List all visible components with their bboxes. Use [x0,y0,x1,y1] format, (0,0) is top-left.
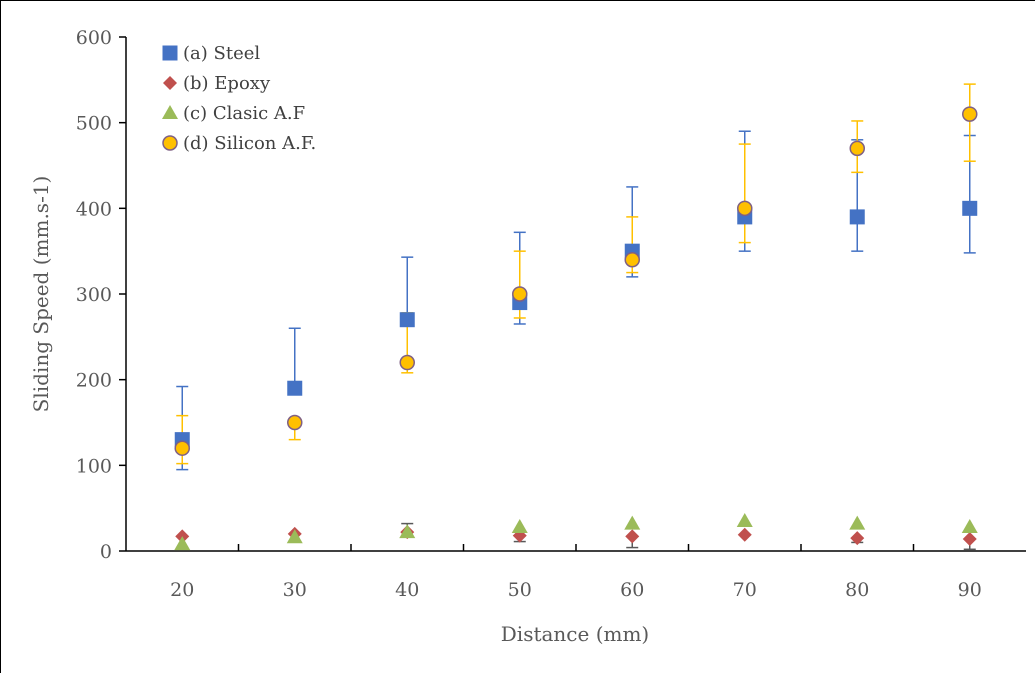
legend-label: (b) Epoxy [183,73,271,94]
data-point [287,380,303,396]
data-point [174,536,191,551]
data-point [624,515,641,530]
y-tick-label: 200 [76,370,112,392]
data-point [962,532,977,547]
data-point [174,440,190,456]
legend-label: (c) Clasic A.F [183,103,305,124]
x-axis-title: Distance (mm) [501,622,649,646]
data-point [737,527,752,542]
x-tick-label: 80 [845,579,869,601]
error-bars [176,83,976,551]
data-point [287,414,303,431]
data-point [962,106,978,122]
legend-label: (d) Silicon A.F. [183,133,316,154]
legend-marker [162,105,178,119]
x-tick-label: 30 [283,579,307,601]
y-tick-label: 300 [76,284,112,306]
data-point [625,529,640,544]
x-tick-label: 90 [958,579,982,601]
legend-marker [162,45,178,61]
x-tick-label: 70 [733,579,757,601]
x-tick-label: 60 [620,579,644,601]
data-point [962,200,978,216]
data-point [624,251,640,268]
data-point [512,286,528,302]
data-point [399,354,415,371]
data-point [511,519,528,534]
data-point [399,312,415,328]
legend-marker [162,135,178,151]
legend-marker [163,76,177,90]
x-tick-label: 50 [508,579,532,601]
x-tick-label: 40 [395,579,419,601]
y-tick-label: 0 [100,541,112,563]
data-point [961,519,978,534]
y-tick-label: 600 [76,27,112,49]
y-tick-label: 500 [76,113,112,135]
data-point [849,209,865,225]
data-point [286,529,303,544]
y-tick-label: 100 [76,455,112,477]
axes [119,36,1026,552]
legend: (a) Steel (b) Epoxy (c) Clasic A.F (d) Sili… [162,43,316,154]
data-point [399,524,416,539]
data-point [849,140,865,157]
data-points [174,106,978,551]
data-point [850,531,865,546]
y-axis-title: Sliding Speed (mm.s-1) [29,176,53,413]
data-point [849,515,866,530]
data-point [736,513,753,528]
tick-labels: 0 100 200 300 400 500 600 20 30 40 50 60 70 80 90 [76,27,982,601]
legend-label: (a) Steel [183,43,260,64]
y-tick-label: 400 [76,198,112,220]
data-point [737,200,753,217]
x-tick-label: 20 [170,579,194,601]
